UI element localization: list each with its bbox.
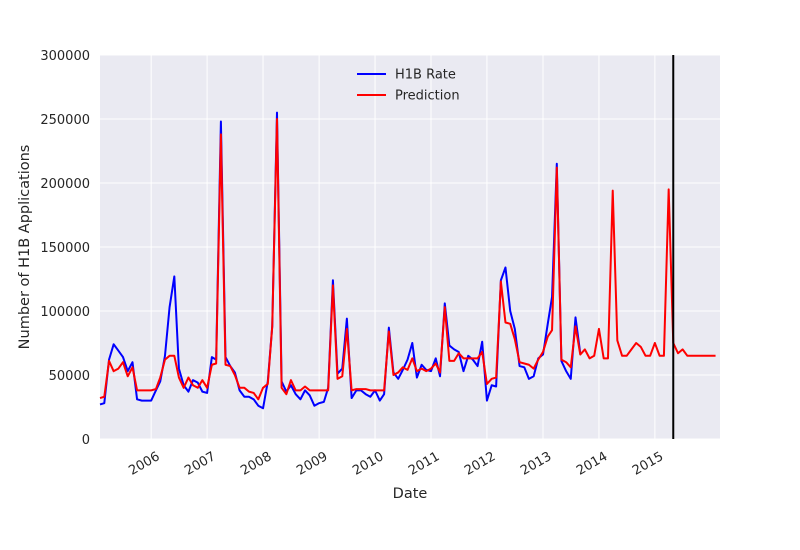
x-tick-label: 2007 (182, 449, 218, 479)
x-tick-label: 2014 (574, 449, 610, 479)
x-tick-labels: 2006 2007 2008 2009 2010 2011 2012 2013 2014 2015 (126, 449, 666, 479)
x-tick-label: 2011 (406, 449, 442, 479)
x-tick-label: 2008 (238, 449, 274, 479)
y-tick-label: 300000 (40, 49, 90, 64)
grid (100, 54, 720, 440)
y-tick-label: 200000 (40, 177, 90, 192)
y-axis-label: Number of H1B Applications (17, 145, 33, 350)
legend: H1B Rate Prediction (357, 68, 460, 104)
y-tick-label: 250000 (40, 113, 90, 128)
x-tick-label: 2010 (350, 449, 386, 479)
series-layer (99, 111, 716, 410)
series-line-prediction (99, 118, 716, 401)
legend-label: Prediction (395, 89, 460, 104)
x-tick-label: 2012 (462, 449, 498, 479)
x-tick-label: 2006 (126, 449, 162, 479)
y-tick-label: 0 (82, 433, 90, 448)
x-tick-label: 2015 (630, 449, 666, 479)
y-tick-label: 100000 (40, 305, 90, 320)
y-tick-label: 150000 (40, 241, 90, 256)
y-tick-label: 50000 (49, 369, 90, 384)
legend-label: H1B Rate (395, 68, 456, 83)
x-axis-label: Date (393, 486, 428, 502)
y-tick-labels: 0 50000 100000 150000 200000 250000 300000 (40, 49, 90, 448)
x-tick-label: 2013 (518, 449, 554, 479)
x-tick-label: 2009 (294, 449, 330, 479)
